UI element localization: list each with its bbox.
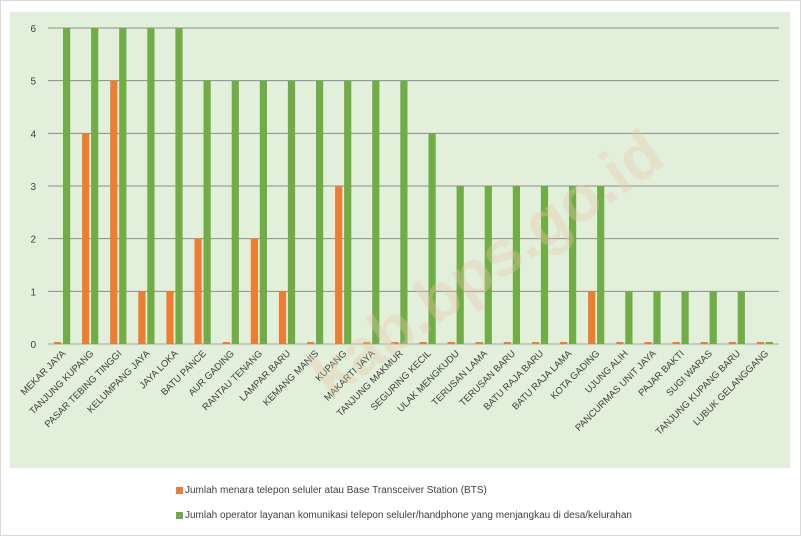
- bar-bts: [728, 342, 736, 344]
- bar-operator: [765, 342, 773, 344]
- bar-operator: [287, 80, 296, 344]
- bar-bts: [672, 342, 680, 344]
- y-tick-label: 6: [30, 24, 36, 35]
- bar-bts: [391, 342, 399, 344]
- bar-bts: [250, 238, 258, 344]
- bar-operator: [625, 291, 633, 344]
- bar-operator: [456, 186, 464, 344]
- legend-label-operator: Jumlah operator layanan komunikasi telep…: [185, 510, 632, 521]
- bar-bts: [756, 342, 764, 344]
- bar-operator: [119, 28, 127, 344]
- bar-operator: [540, 186, 549, 344]
- bar-operator: [709, 291, 717, 344]
- bar-bts: [503, 342, 511, 344]
- y-tick-label: 2: [30, 235, 36, 246]
- bar-bts: [138, 291, 146, 344]
- bar-operator: [316, 80, 324, 344]
- bar-operator: [147, 28, 155, 344]
- bar-operator: [400, 80, 408, 344]
- bar-operator: [737, 291, 745, 344]
- legend-label-bts: Jumlah menara telepon seluler atau Base …: [185, 485, 487, 496]
- bar-operator: [512, 186, 520, 344]
- bar-operator: [569, 186, 577, 344]
- bar-bts: [335, 186, 343, 344]
- bar-bts: [419, 342, 427, 344]
- bar-bts: [531, 342, 540, 344]
- bar-bts: [54, 342, 62, 344]
- bars: [54, 28, 773, 344]
- bar-bts: [475, 342, 483, 344]
- bar-operator: [372, 80, 380, 344]
- plot-area: [10, 12, 790, 468]
- bar-bts: [588, 291, 596, 344]
- bar-operator: [344, 80, 352, 344]
- y-tick-label: 4: [30, 129, 36, 140]
- bar-bts: [616, 342, 624, 344]
- bar-bts: [447, 342, 455, 344]
- bar-operator: [484, 186, 492, 344]
- bar-bts: [166, 291, 174, 344]
- bar-operator: [597, 186, 605, 344]
- bar-operator: [653, 291, 661, 344]
- bar-operator: [231, 80, 239, 344]
- y-tick-label: 1: [30, 287, 36, 298]
- bar-operator: [428, 133, 436, 344]
- bar-bts: [222, 342, 230, 344]
- bar-bts: [194, 238, 202, 344]
- bar-operator: [259, 80, 267, 344]
- bar-bts: [278, 291, 287, 344]
- bar-operator: [91, 28, 99, 344]
- bar-bts: [82, 133, 90, 344]
- bar-bts: [363, 342, 371, 344]
- bar-bts: [307, 342, 315, 344]
- bar-operator: [175, 28, 183, 344]
- bar-bts: [110, 80, 118, 344]
- bar-operator: [681, 291, 689, 344]
- bar-bts: [560, 342, 568, 344]
- legend-item-operator: Jumlah operator layanan komunikasi telep…: [176, 510, 632, 521]
- y-tick-label: 5: [30, 77, 36, 88]
- bar-bts: [644, 342, 652, 344]
- legend-swatch-bts: [176, 487, 183, 494]
- bar-operator: [63, 28, 71, 344]
- y-tick-label: 0: [30, 340, 36, 351]
- y-tick-label: 3: [30, 182, 36, 193]
- y-axis-ticks: 0 1 2 3 4 5 6: [30, 24, 36, 351]
- legend-swatch-operator: [176, 512, 183, 519]
- bar-bts: [700, 342, 708, 344]
- bar-operator: [203, 80, 211, 344]
- legend-item-bts: Jumlah menara telepon seluler atau Base …: [176, 485, 487, 496]
